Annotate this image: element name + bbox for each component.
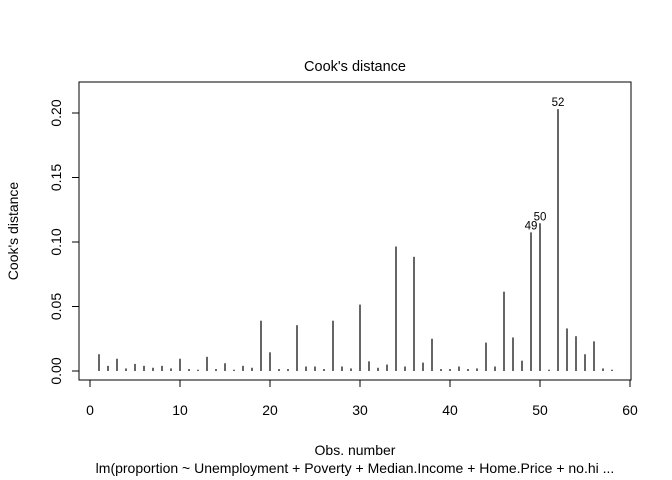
- x-tick-label: 20: [262, 402, 278, 418]
- plot-frame: [78, 81, 632, 381]
- x-tick-label: 30: [352, 402, 368, 418]
- x-axis: 0 10 20 30 40 50 60: [86, 379, 638, 418]
- x-tick-label: 60: [622, 402, 638, 418]
- x-tick-label: 0: [86, 402, 94, 418]
- x-tick-label: 50: [532, 402, 548, 418]
- bars: [98, 109, 613, 371]
- obs-label: 50: [534, 211, 547, 223]
- chart-title: Cook's distance: [304, 59, 406, 75]
- x-tick-label: 40: [442, 402, 458, 418]
- y-tick-label: 0.15: [48, 164, 64, 191]
- obs-label: 49: [525, 220, 538, 232]
- y-axis: 0.00 0.05 0.10 0.15 0.20: [48, 99, 80, 385]
- y-axis-label: Cook's distance: [5, 182, 21, 281]
- x-tick-label: 10: [172, 402, 188, 418]
- y-tick-label: 0.10: [48, 228, 64, 255]
- x-axis-label: Obs. number: [315, 442, 396, 458]
- model-formula-subtitle: lm(proportion ~ Unemployment + Poverty +…: [96, 460, 615, 476]
- y-tick-label: 0.20: [48, 99, 64, 126]
- obs-label: 52: [552, 97, 565, 109]
- y-tick-label: 0.05: [48, 293, 64, 320]
- y-tick-label: 0.00: [48, 357, 64, 384]
